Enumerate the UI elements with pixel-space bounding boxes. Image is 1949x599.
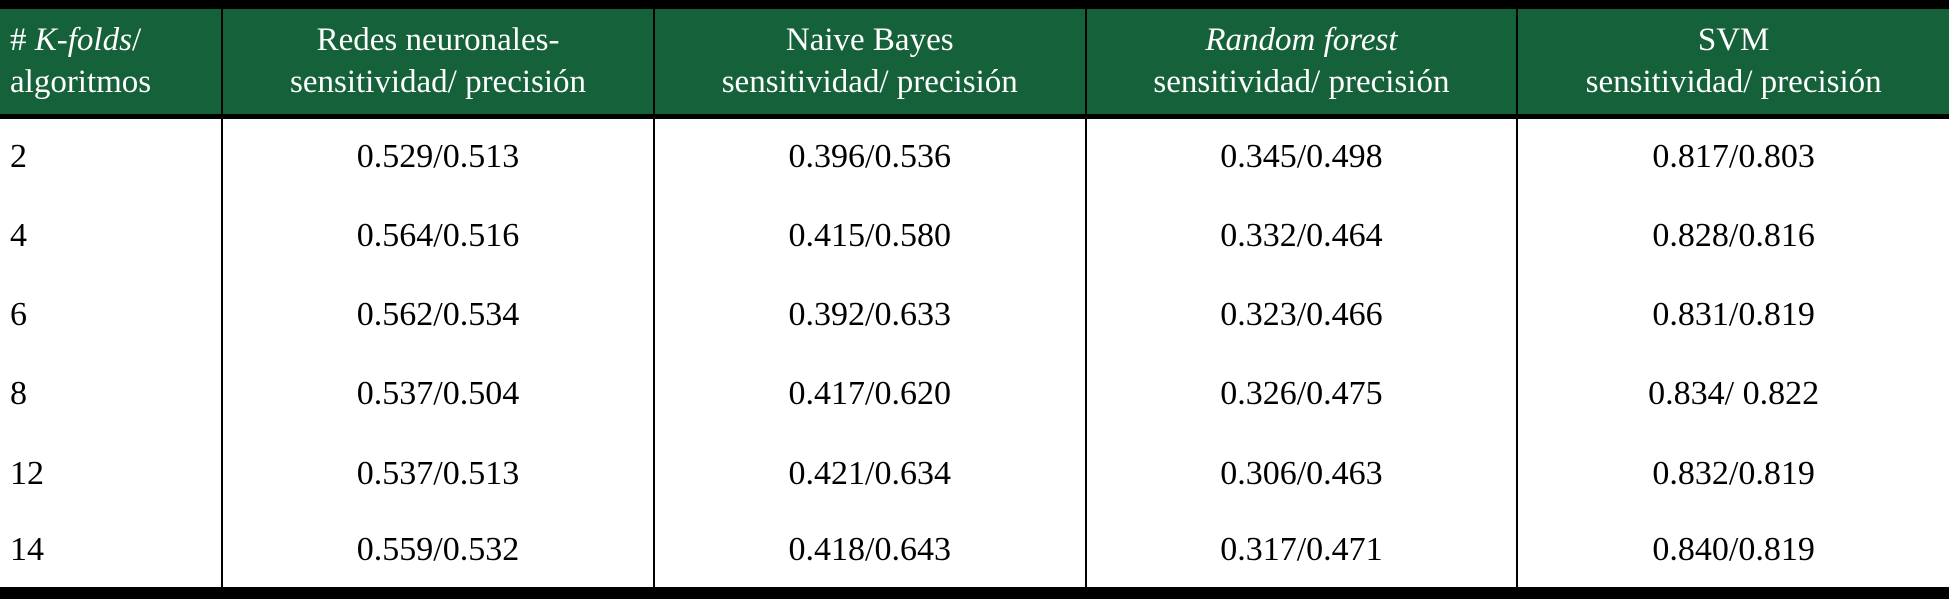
table-row: 12 0.537/0.513 0.421/0.634 0.306/0.463 0…: [0, 434, 1949, 514]
naive-bayes-cell: 0.396/0.536: [652, 116, 1086, 196]
header-line-subtitle: sensitividad/ precisión: [721, 63, 1018, 100]
kfolds-cell: 14: [10, 531, 44, 569]
kfolds-cell: 2: [10, 138, 27, 176]
redes-neuronales-cell: 0.537/0.513: [221, 434, 654, 514]
header-line-title: Redes neuronales-: [316, 22, 560, 59]
table-row: 14 0.559/0.532 0.418/0.643 0.317/0.471 0…: [0, 513, 1949, 593]
kfolds-cell: 6: [10, 296, 27, 334]
header-row: # K-folds/ algoritmos Redes neuronales- …: [0, 4, 1949, 119]
header-line-subtitle: sensitividad/ precisión: [1153, 63, 1450, 100]
header-line-algoritmos: algoritmos: [10, 63, 152, 100]
random-forest-cell: 0.345/0.498: [1084, 116, 1518, 196]
redes-neuronales-cell: 0.564/0.516: [221, 195, 654, 276]
random-forest-cell: 0.323/0.466: [1084, 275, 1518, 355]
header-text-segment-italic: K-folds: [34, 22, 132, 59]
header-line-title-italic: Random forest: [1205, 22, 1398, 59]
header-cell-svm: SVM sensitividad/ precisión: [1516, 4, 1949, 119]
header-line-title: Naive Bayes: [785, 22, 954, 59]
random-forest-cell: 0.306/0.463: [1084, 434, 1518, 514]
kfolds-cell: 12: [10, 454, 44, 492]
random-forest-cell: 0.332/0.464: [1084, 195, 1518, 276]
random-forest-cell: 0.326/0.475: [1084, 354, 1518, 435]
header-text-segment: #: [10, 22, 35, 59]
table-row: 2 0.529/0.513 0.396/0.536 0.345/0.498 0.…: [0, 116, 1949, 196]
header-text-segment: /: [131, 22, 142, 59]
naive-bayes-cell: 0.415/0.580: [652, 195, 1086, 276]
naive-bayes-cell: 0.417/0.620: [652, 354, 1086, 435]
redes-neuronales-cell: 0.562/0.534: [221, 275, 654, 355]
redes-neuronales-cell: 0.529/0.513: [221, 116, 654, 196]
header-line-kfolds: # K-folds/: [10, 20, 213, 61]
table-row: 4 0.564/0.516 0.415/0.580 0.332/0.464 0.…: [0, 195, 1949, 276]
header-cell-kfolds-algoritmos: # K-folds/ algoritmos: [0, 4, 223, 119]
header-line-subtitle: sensitividad/ precisión: [1585, 63, 1882, 100]
header-line-subtitle: sensitividad/ precisión: [290, 63, 587, 100]
svm-cell: 0.831/0.819: [1516, 275, 1949, 355]
svm-cell: 0.834/ 0.822: [1516, 354, 1949, 435]
header-line-title: SVM: [1697, 22, 1770, 59]
svm-cell: 0.817/0.803: [1516, 116, 1949, 196]
naive-bayes-cell: 0.421/0.634: [652, 434, 1086, 514]
svm-cell: 0.832/0.819: [1516, 434, 1949, 514]
header-cell-naive-bayes: Naive Bayes sensitividad/ precisión: [652, 4, 1086, 119]
kfolds-cell: 8: [10, 375, 27, 413]
table-row: 6 0.562/0.534 0.392/0.633 0.323/0.466 0.…: [0, 275, 1949, 355]
naive-bayes-cell: 0.392/0.633: [652, 275, 1086, 355]
redes-neuronales-cell: 0.559/0.532: [221, 513, 654, 593]
header-cell-random-forest: Random forest sensitividad/ precisión: [1084, 4, 1518, 119]
svm-cell: 0.828/0.816: [1516, 195, 1949, 276]
table-row: 8 0.537/0.504 0.417/0.620 0.326/0.475 0.…: [0, 354, 1949, 435]
kfolds-cell: 4: [10, 216, 27, 254]
naive-bayes-cell: 0.418/0.643: [652, 513, 1086, 593]
svm-cell: 0.840/0.819: [1516, 513, 1949, 593]
redes-neuronales-cell: 0.537/0.504: [221, 354, 654, 435]
random-forest-cell: 0.317/0.471: [1084, 513, 1518, 593]
header-cell-redes-neuronales: Redes neuronales- sensitividad/ precisió…: [221, 4, 654, 119]
